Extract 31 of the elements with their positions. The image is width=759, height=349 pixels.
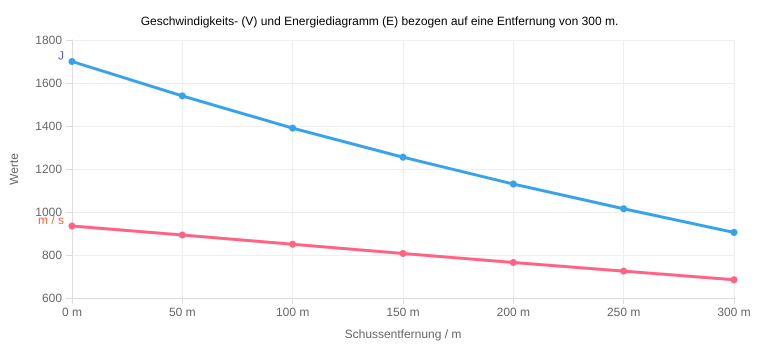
x-axis-title: Schussentfernung / m [344,327,462,341]
y-tick-label: 600 [42,291,62,305]
x-tick-label: 300 m [717,305,751,319]
point [730,276,738,284]
point [178,232,186,239]
point [510,180,517,188]
point [289,240,296,248]
y-axis-title: Werte [7,152,21,185]
x-tick-label: 250 m [606,305,640,319]
point [68,58,76,65]
point [510,259,517,266]
y-tick-label: 1200 [35,162,62,176]
x-tick-label: 50 m [168,305,196,319]
annotation: J [58,48,64,62]
point [620,205,628,212]
point [68,222,76,230]
point [730,228,738,236]
y-tick-label: 1600 [35,76,62,90]
x-tick-label: 200 m [496,305,530,319]
y-tick-label: 800 [42,248,62,262]
x-tick-label: 150 m [386,305,420,319]
y-tick-label: 1800 [35,33,62,47]
chart-title: Geschwindigkeits- (V) und Energiediagramm (E) bezogen auf eine Entfernung von 300 m. [140,14,618,28]
point [400,154,406,161]
point [178,92,186,100]
y-tick-label: 1400 [35,119,62,133]
point [289,124,296,132]
x-tick-label: 0 m [62,305,82,319]
point [400,250,406,257]
point [620,268,628,275]
x-tick-label: 100 m [276,305,310,319]
